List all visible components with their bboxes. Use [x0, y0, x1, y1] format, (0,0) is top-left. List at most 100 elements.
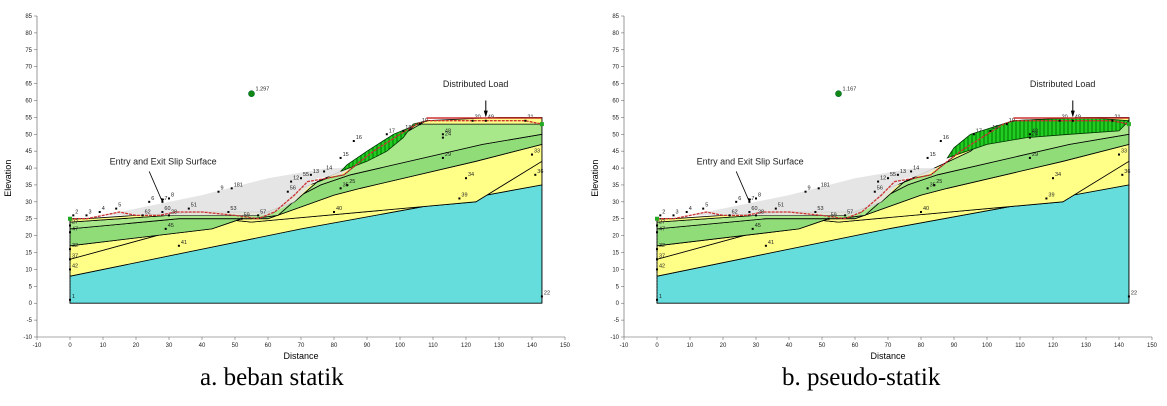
node-label: 14 [326, 165, 332, 171]
node-label: 8 [758, 192, 761, 198]
node-label: 181 [234, 182, 243, 188]
y-tick-label: 25 [612, 217, 619, 223]
node-label: 47 [659, 226, 665, 232]
entry-exit-label: Entry and Exit Slip Surface [110, 157, 217, 167]
x-tick-label: 150 [1147, 343, 1158, 349]
y-tick-label: 0 [29, 301, 33, 307]
node-point: 9 [804, 186, 811, 193]
node-label: 47 [72, 226, 78, 232]
node-label: 53 [230, 206, 236, 212]
x-tick-label: 30 [753, 343, 760, 349]
node-point: 47 [656, 226, 665, 234]
node-label: 32 [72, 243, 78, 249]
node-point: 39 [458, 192, 468, 200]
node-label: 4 [689, 206, 692, 212]
y-tick-label: 10 [612, 267, 619, 273]
node-label: 62 [732, 209, 738, 215]
node-label: 60 [164, 206, 170, 212]
node-label: 48 [1032, 128, 1038, 134]
y-tick-label: -10 [23, 335, 32, 341]
node-label: 8 [171, 192, 174, 198]
y-tick-label: 55 [612, 115, 619, 121]
node-point: 29 [441, 152, 451, 159]
x-tick-label: 40 [199, 343, 206, 349]
node-label: 14 [913, 165, 919, 171]
x-tick-label: 100 [982, 343, 993, 349]
node-label: 33 [534, 149, 540, 155]
entry-exit-arrowhead [747, 197, 752, 202]
node-label: 55 [890, 172, 896, 178]
distributed-load-label: Distributed Load [1030, 79, 1096, 89]
node-point: 40 [920, 206, 929, 213]
node-point: 42 [69, 263, 78, 271]
node-point: 56 [873, 186, 883, 193]
node-label: 36 [537, 169, 543, 175]
node-label: 12 [293, 176, 299, 182]
node-label: 62 [145, 209, 151, 215]
node-point: 34 [1052, 172, 1061, 180]
factor-of-safety: 1.297 [256, 87, 270, 93]
node-point: 12 [290, 176, 299, 183]
node-label: 45 [755, 223, 761, 229]
node-point: 13 [309, 169, 319, 176]
x-tick-label: 140 [1114, 343, 1125, 349]
node-point: 37 [656, 253, 665, 261]
x-tick-label: 20 [133, 343, 140, 349]
node-point: 19 [1005, 118, 1015, 126]
x-tick-label: 80 [918, 343, 925, 349]
node-point: 22 [1127, 290, 1137, 298]
entry-exit-arrowhead [160, 197, 165, 202]
node-label: 24 [1032, 132, 1038, 138]
x-tick-label: 70 [885, 343, 892, 349]
x-tick-label: 130 [494, 343, 505, 349]
node-point: 35 [339, 182, 349, 190]
node-point: 8 [755, 192, 761, 200]
y-tick-label: 5 [29, 284, 33, 290]
fos-marker-icon [835, 90, 842, 98]
y-tick-label: 0 [616, 301, 620, 307]
node-label: 5 [118, 203, 121, 209]
x-tick-label: 120 [461, 343, 472, 349]
y-tick-label: 85 [612, 14, 619, 20]
x-axis-label: Distance [870, 351, 905, 361]
node-point: 45 [751, 223, 761, 230]
node-point: 48 [441, 128, 451, 136]
y-tick-label: 20 [25, 234, 32, 240]
caption-pseudo-static: b. pseudo-statik [782, 364, 941, 391]
node-label: 1 [659, 294, 662, 300]
x-tick-label: 150 [560, 343, 571, 349]
node-point: 13 [896, 169, 906, 176]
node-point: 28 [755, 209, 764, 217]
node-label: 25 [349, 179, 355, 185]
ground-surface-line [657, 120, 1130, 220]
y-tick-label: 60 [612, 98, 619, 104]
y-tick-label: 25 [25, 217, 32, 223]
y-tick-label: -5 [27, 318, 33, 324]
node-point: 17 [972, 128, 982, 136]
node-point: 42 [656, 263, 665, 271]
node-point: 7 [748, 196, 754, 203]
node-label: 28 [758, 209, 764, 215]
node-point: 33 [1118, 149, 1127, 156]
right-boundary-marker [539, 122, 544, 127]
node-label: 13 [313, 169, 319, 175]
x-tick-label: 10 [687, 343, 694, 349]
left-boundary-marker [655, 216, 659, 221]
node-point: 51 [187, 203, 197, 210]
node-point: 48 [1028, 128, 1038, 136]
node-label: 6 [738, 196, 741, 202]
node-label: 59 [831, 213, 837, 219]
node-label: 19 [1009, 118, 1015, 124]
node-point: 19 [418, 118, 428, 126]
x-tick-label: 130 [1081, 343, 1092, 349]
y-tick-label: 70 [25, 65, 32, 71]
x-tick-label: 20 [720, 343, 727, 349]
node-label: 9 [808, 186, 811, 192]
node-label: 60 [751, 206, 757, 212]
node-point: 60 [161, 206, 171, 213]
node-point: 27 [656, 219, 665, 227]
node-point: 14 [323, 165, 332, 173]
node-point: 62 [728, 209, 738, 217]
node-point: 4 [98, 206, 105, 213]
node-label: 29 [445, 152, 451, 158]
